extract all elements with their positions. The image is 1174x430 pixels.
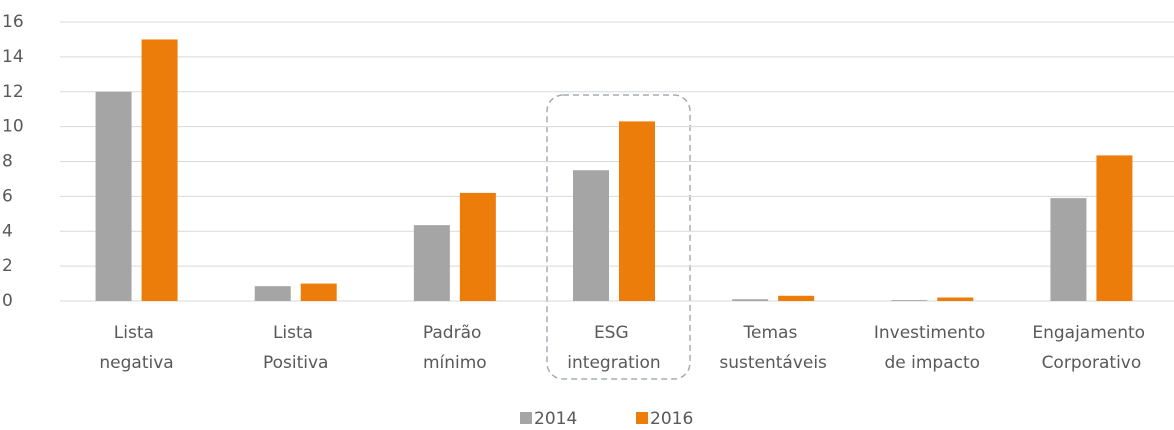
x-tick-label: ESG integration — [567, 323, 660, 373]
x-tick-label: Investimento de impacto — [874, 323, 991, 373]
y-tick-label: 8 — [2, 152, 13, 172]
x-tick-label: Lista Positiva — [263, 323, 329, 373]
highlight-box — [546, 94, 691, 380]
y-tick-label: 16 — [2, 12, 24, 32]
bar — [300, 283, 337, 301]
y-tick-label: 6 — [2, 186, 13, 206]
y-tick-label: 4 — [2, 221, 13, 241]
bar — [95, 91, 132, 301]
y-tick-label: 10 — [2, 117, 24, 137]
bar — [619, 121, 655, 301]
legend-swatch — [520, 412, 532, 424]
bar — [891, 300, 928, 301]
x-tick-label: Lista negativa — [99, 323, 173, 373]
bar — [778, 295, 815, 301]
bar — [254, 286, 291, 301]
legend-swatch — [636, 412, 648, 424]
bar — [141, 39, 178, 301]
legend-label: 2016 — [650, 409, 693, 429]
y-tick-label: 0 — [2, 291, 13, 311]
bar — [459, 192, 496, 301]
x-tick-label: Padrão mínimo — [423, 323, 487, 373]
x-tick-label: Temas sustentáveis — [719, 323, 827, 373]
legend-label: 2014 — [534, 409, 577, 429]
y-tick-label: 12 — [2, 82, 24, 102]
x-tick-label: Engajamento Corporativo — [1032, 323, 1150, 373]
bar — [573, 170, 609, 301]
y-tick-label: 2 — [2, 256, 13, 276]
bar — [732, 299, 769, 301]
bar — [1096, 155, 1133, 301]
y-tick-label: 14 — [2, 47, 24, 67]
bar — [937, 297, 974, 301]
bar — [413, 225, 450, 301]
bar — [1050, 198, 1087, 301]
